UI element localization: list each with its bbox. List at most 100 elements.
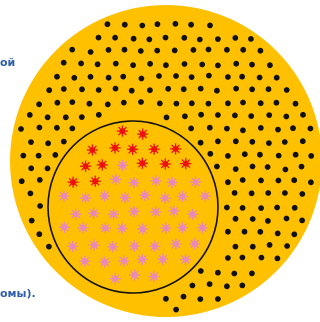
small-dot-156 (224, 204, 230, 211)
pink-cell-17 (128, 205, 140, 218)
small-dot-79 (173, 100, 180, 107)
small-dot-172 (291, 231, 298, 238)
small-dot-111 (290, 125, 296, 132)
small-dot-124 (35, 152, 42, 159)
pink-cell-1 (110, 173, 122, 185)
small-dot-89 (62, 114, 69, 121)
small-dot-80 (188, 100, 195, 107)
small-dot-176 (266, 242, 273, 248)
pink-cell-35 (189, 238, 201, 250)
small-dot-45 (105, 74, 112, 81)
small-dot-11 (162, 34, 169, 41)
small-dot-62 (147, 87, 153, 94)
small-dot-154 (299, 191, 306, 197)
small-dot-174 (232, 243, 239, 250)
small-dot-109 (257, 125, 264, 131)
small-dot-24 (190, 47, 197, 53)
red-cell-8 (96, 159, 108, 171)
pink-cell-15 (88, 207, 100, 219)
small-dot-1 (121, 21, 128, 28)
red-cell-9 (136, 157, 148, 169)
pink-cell-33 (149, 240, 161, 252)
small-dot-129 (257, 151, 263, 158)
small-dot-59 (95, 87, 102, 93)
small-dot-175 (249, 243, 256, 250)
small-dot-2 (139, 22, 146, 29)
small-dot-91 (95, 111, 102, 118)
small-dot-137 (249, 163, 256, 170)
small-dot-64 (180, 86, 187, 93)
small-dot-31 (94, 61, 101, 68)
pink-cell-28 (196, 222, 209, 234)
small-dot-22 (154, 47, 161, 54)
small-dot-132 (308, 153, 315, 159)
red-cell-10 (159, 158, 171, 170)
small-dot-47 (138, 75, 145, 82)
small-dots-layer (18, 20, 315, 313)
small-dot-186 (189, 282, 196, 289)
pink-cell-40 (157, 253, 169, 265)
small-dot-130 (275, 152, 282, 159)
small-dot-193 (215, 296, 221, 302)
red-cell-6 (170, 143, 182, 155)
pink-cell-13 (199, 190, 211, 202)
pink-cell-31 (107, 241, 119, 253)
pink-cell-11 (159, 192, 171, 204)
small-dot-103 (54, 124, 60, 131)
small-dot-42 (54, 73, 60, 80)
pink-cell-25 (137, 223, 149, 235)
small-dot-28 (257, 47, 264, 54)
small-dot-166 (299, 217, 305, 224)
small-dot-164 (265, 218, 271, 224)
pink-cell-7 (79, 192, 92, 204)
pink-cell-41 (179, 253, 192, 266)
small-dot-53 (239, 73, 246, 80)
small-dot-122 (299, 138, 306, 145)
small-dot-116 (197, 139, 204, 146)
small-dot-139 (282, 166, 289, 173)
pink-cell-43 (129, 269, 141, 281)
small-dot-32 (112, 60, 119, 67)
pink-cell-38 (118, 255, 130, 267)
small-dot-113 (28, 139, 34, 146)
small-dot-14 (215, 36, 221, 42)
small-dot-66 (214, 87, 220, 94)
small-dot-86 (292, 100, 299, 107)
small-dot-119 (249, 138, 256, 145)
small-dot-125 (52, 152, 59, 158)
small-dot-127 (225, 153, 231, 159)
small-dot-63 (165, 85, 172, 92)
small-dot-43 (71, 74, 78, 81)
small-dot-65 (197, 85, 204, 92)
small-dot-92 (163, 114, 170, 121)
pink-cell-19 (168, 205, 180, 217)
small-dot-74 (86, 100, 93, 107)
small-dot-75 (104, 101, 111, 108)
small-dot-5 (188, 21, 195, 28)
pink-cell-29 (67, 240, 79, 252)
small-dot-20 (121, 46, 128, 53)
small-dot-159 (274, 204, 280, 211)
pink-cell-27 (176, 222, 188, 234)
pink-cell-14 (70, 208, 82, 220)
small-dot-67 (233, 85, 240, 92)
small-dot-134 (44, 165, 51, 172)
small-dot-187 (206, 281, 213, 287)
small-dot-77 (138, 99, 144, 105)
small-dot-133 (28, 165, 35, 172)
small-dot-82 (225, 100, 231, 107)
inner-ellipse-region (47, 120, 219, 294)
small-dot-58 (79, 86, 85, 93)
small-dot-23 (171, 47, 178, 54)
small-dot-102 (36, 124, 43, 131)
small-dot-29 (60, 59, 67, 66)
small-dot-99 (283, 113, 290, 120)
small-dot-51 (206, 72, 212, 79)
small-dot-118 (232, 138, 239, 145)
small-dot-68 (249, 86, 256, 93)
small-dot-120 (266, 140, 272, 147)
red-cell-2 (86, 144, 98, 156)
pink-cell-16 (107, 208, 120, 220)
small-dot-140 (298, 163, 305, 170)
